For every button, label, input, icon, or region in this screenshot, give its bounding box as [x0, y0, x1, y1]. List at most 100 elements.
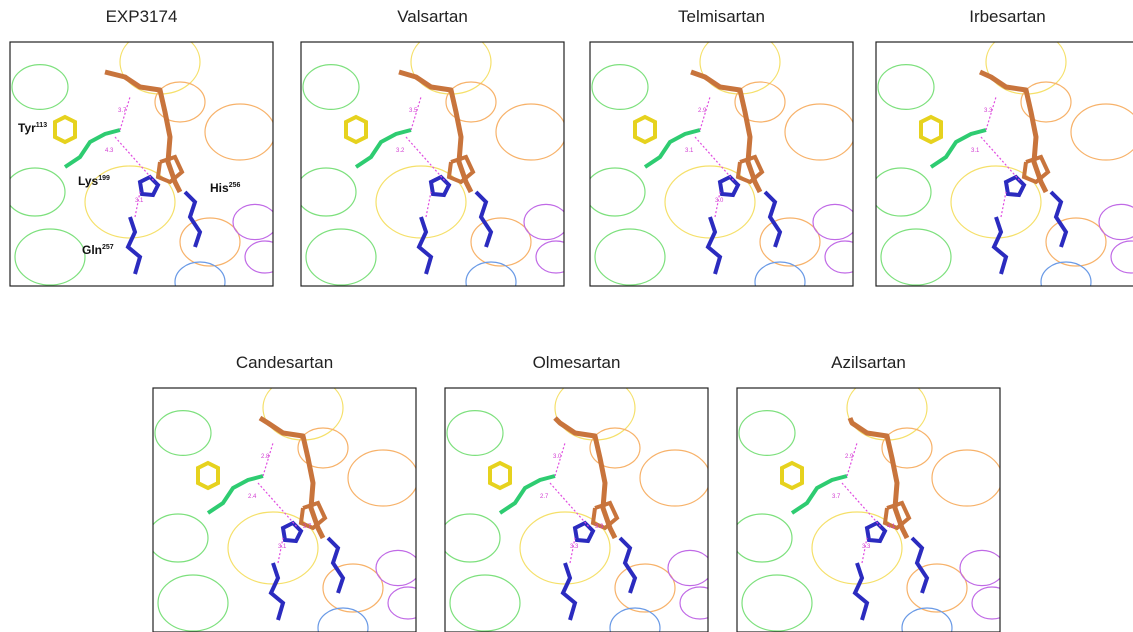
helix [180, 218, 240, 266]
helix [296, 168, 356, 216]
tyr-ring [921, 117, 941, 142]
panel-content [871, 30, 1133, 302]
panel-title: Irbesartan [969, 7, 1046, 26]
distance-label: 3.3 [984, 108, 993, 114]
panel-content [148, 376, 428, 632]
distance-label: 3.3 [862, 544, 871, 550]
helix [450, 575, 520, 631]
tetrazole [575, 523, 593, 541]
helix [881, 229, 951, 285]
panel-content [732, 376, 1012, 632]
distance-label: 2.9 [698, 108, 707, 114]
distance-label: 4.1 [887, 524, 896, 530]
helix [907, 564, 967, 612]
helix [825, 241, 865, 273]
panel-title: Telmisartan [678, 7, 765, 26]
distance-label: 2.7 [303, 524, 312, 530]
distance-label: 3.1 [278, 544, 287, 550]
helix [972, 587, 1012, 619]
distance-label: 3.7 [832, 494, 841, 500]
residue-number: 199 [98, 175, 110, 182]
helix [536, 241, 576, 273]
residue-name: Lys [78, 174, 99, 188]
distance-label: 3.0 [553, 454, 562, 460]
ligand [980, 72, 1046, 192]
panel-content [5, 30, 285, 302]
tyr-ring [55, 117, 75, 142]
helix [376, 550, 420, 585]
helix [595, 229, 665, 285]
panel-border [876, 42, 1133, 286]
distance-label: 3.0 [715, 198, 724, 204]
distance-label: 3.3 [595, 524, 604, 530]
panel: 2.82.43.12.7 [148, 376, 428, 632]
helix [158, 575, 228, 631]
helix [306, 229, 376, 285]
ligand [850, 418, 907, 538]
helix [155, 411, 211, 456]
helix [148, 514, 208, 562]
tyr-ring [346, 117, 366, 142]
helix [668, 550, 712, 585]
helix [496, 104, 566, 160]
distance-label: 2.7 [540, 494, 549, 500]
distance-label: 3.1 [685, 148, 694, 154]
panel-border [301, 42, 564, 286]
panel: 2.9 3.7 3.3 4.1 [732, 376, 1012, 632]
tetrazole [720, 177, 738, 195]
helix [5, 168, 65, 216]
helix [785, 104, 855, 160]
distance-label: 2.9 [845, 454, 854, 460]
residue-label: His256 [210, 181, 240, 195]
helix [932, 450, 1002, 506]
distance-label: 2.8 [261, 454, 270, 460]
helix [1071, 104, 1133, 160]
helix [1041, 262, 1091, 302]
gln-residue [128, 217, 140, 274]
helix [303, 65, 359, 110]
helix [755, 262, 805, 302]
panel-title: Olmesartan [533, 353, 621, 372]
helix [871, 168, 931, 216]
ligand [555, 418, 615, 538]
panel-title: Azilsartan [831, 353, 906, 372]
tetrazole [283, 523, 301, 541]
tyr-ring [782, 463, 802, 488]
helix [175, 262, 225, 302]
helix [732, 514, 792, 562]
distance-label: 4.3 [105, 148, 114, 154]
panel-border [153, 388, 416, 632]
residue-name: Gln [82, 243, 102, 257]
tetrazole [867, 523, 885, 541]
helix [447, 411, 503, 456]
helix [471, 218, 531, 266]
tetrazole [140, 177, 158, 195]
tyr-ring [635, 117, 655, 142]
helix [245, 241, 285, 273]
distance-label: 3.2 [396, 148, 405, 154]
residue-name: Tyr [18, 121, 36, 135]
panel-border [737, 388, 1000, 632]
gln-residue [708, 217, 720, 274]
helix [960, 550, 1004, 585]
tetrazole [1006, 177, 1024, 195]
gln-residue [855, 563, 867, 620]
residue-label: Gln257 [82, 243, 114, 257]
distance-label: 3.7 [118, 108, 127, 114]
hbond [406, 97, 446, 217]
distance-label: 3.1 [971, 148, 980, 154]
helix [739, 411, 795, 456]
helix [592, 65, 648, 110]
helix [323, 564, 383, 612]
helix [1111, 241, 1133, 273]
helix [680, 587, 720, 619]
panel-content [296, 30, 576, 302]
distance-label: 3.5 [409, 108, 418, 114]
residue-number: 113 [36, 122, 47, 129]
residue-label: Tyr113 [18, 121, 47, 135]
helix [15, 229, 85, 285]
tyr-ring [490, 463, 510, 488]
tyr-ring [198, 463, 218, 488]
panel: 3.02.73.33.3 [440, 376, 720, 632]
helix [348, 450, 418, 506]
